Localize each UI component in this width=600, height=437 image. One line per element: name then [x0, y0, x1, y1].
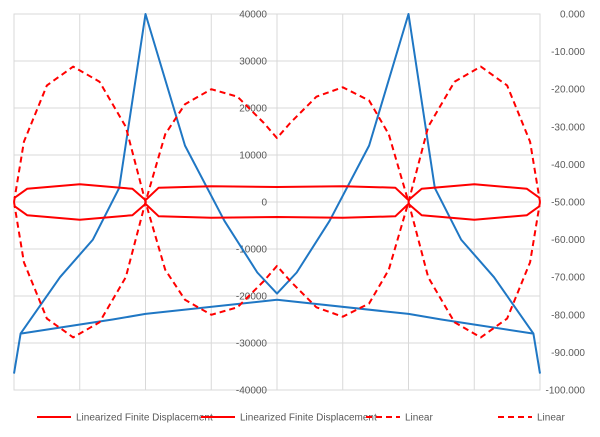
y-right-tick-label: -80.000: [551, 310, 585, 321]
series-line-6: [13, 201, 541, 339]
y-right-tick-label: -60.000: [551, 235, 585, 246]
y-left-tick-label: -20000: [236, 292, 268, 303]
y-left-tick-label: 40000: [239, 10, 267, 21]
y-right-tick-label: -40.000: [551, 160, 585, 171]
legend-label: Linear: [537, 413, 565, 424]
y-left-tick-label: -40000: [236, 386, 268, 397]
legend-label: Linearized Finite Displacement: [76, 413, 213, 424]
plot-series: [13, 13, 541, 374]
y-right-tick-label: -10.000: [551, 47, 585, 58]
legend-label: Linear: [405, 413, 433, 424]
y-right-tick-label: -30.000: [551, 122, 585, 133]
y-right-tick-label: -90.000: [551, 348, 585, 359]
series-line-1: [13, 298, 541, 374]
series-line-4: [13, 202, 541, 221]
y-right-tick-label: -100.000: [546, 386, 586, 397]
y-right-tick-label: -50.000: [551, 198, 585, 209]
y-left-tick-label: -10000: [236, 245, 268, 256]
y-right-tick-label: -20.000: [551, 85, 585, 96]
series-line-3: [13, 183, 541, 202]
y-axis-right: 0.000 -10.000 -20.000 -30.000 -40.000 -50.000…: [546, 10, 586, 397]
legend: Linearized Finite Displacement Linearized…: [37, 413, 565, 424]
y-axis-left: 40000 30000 20000 10000 0 -10000 -20000 -30000 -…: [236, 10, 268, 397]
series-line-2: [19, 13, 535, 335]
series-line-5: [13, 65, 541, 203]
y-left-tick-label: 30000: [239, 57, 267, 68]
y-left-tick-label: 0: [261, 198, 267, 209]
y-right-tick-label: -70.000: [551, 273, 585, 284]
legend-label: Linearized Finite Displacement: [240, 413, 377, 424]
y-left-tick-label: 10000: [239, 151, 267, 162]
y-left-tick-label: -30000: [236, 339, 268, 350]
y-right-tick-label: 0.000: [560, 10, 585, 21]
y-left-tick-label: 20000: [239, 104, 267, 115]
